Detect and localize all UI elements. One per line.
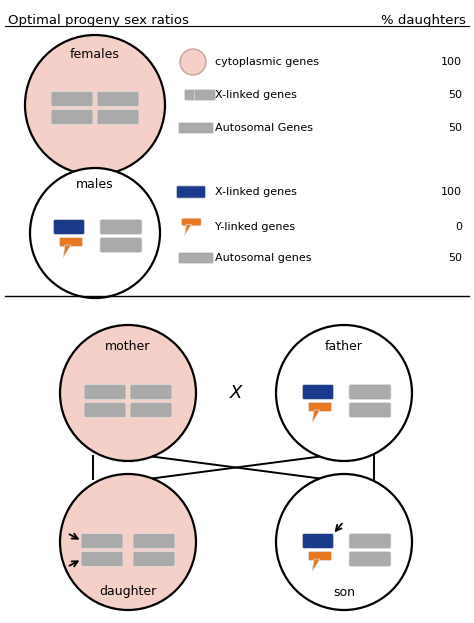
Text: 100: 100 <box>441 57 462 67</box>
PathPatch shape <box>312 559 320 572</box>
FancyBboxPatch shape <box>97 110 139 125</box>
Text: 50: 50 <box>448 253 462 263</box>
FancyBboxPatch shape <box>133 533 175 548</box>
Text: X: X <box>230 384 242 402</box>
FancyBboxPatch shape <box>194 90 216 100</box>
FancyBboxPatch shape <box>349 551 391 566</box>
Text: X-linked genes: X-linked genes <box>215 187 297 197</box>
Text: son: son <box>333 586 355 599</box>
FancyBboxPatch shape <box>51 110 93 125</box>
Text: % daughters: % daughters <box>381 14 466 27</box>
Text: mother: mother <box>105 341 151 353</box>
FancyBboxPatch shape <box>179 123 213 133</box>
FancyBboxPatch shape <box>54 219 85 234</box>
FancyBboxPatch shape <box>60 237 82 247</box>
FancyBboxPatch shape <box>179 252 213 264</box>
Text: 0: 0 <box>455 222 462 232</box>
FancyBboxPatch shape <box>349 533 391 548</box>
FancyBboxPatch shape <box>133 551 175 566</box>
FancyBboxPatch shape <box>184 90 205 100</box>
Text: father: father <box>325 341 363 353</box>
Text: females: females <box>70 49 120 62</box>
FancyBboxPatch shape <box>130 384 172 399</box>
FancyBboxPatch shape <box>182 218 201 226</box>
FancyBboxPatch shape <box>51 92 93 107</box>
FancyBboxPatch shape <box>81 533 123 548</box>
FancyBboxPatch shape <box>84 384 126 399</box>
Text: cytoplasmic genes: cytoplasmic genes <box>215 57 319 67</box>
Text: Y-linked genes: Y-linked genes <box>215 222 295 232</box>
Text: males: males <box>76 179 114 191</box>
Text: 100: 100 <box>441 187 462 197</box>
Circle shape <box>60 474 196 610</box>
Circle shape <box>25 35 165 175</box>
Circle shape <box>60 325 196 461</box>
FancyBboxPatch shape <box>130 402 172 417</box>
Text: daughter: daughter <box>100 586 156 599</box>
Text: 50: 50 <box>448 123 462 133</box>
PathPatch shape <box>184 224 191 235</box>
FancyBboxPatch shape <box>100 237 142 252</box>
Circle shape <box>180 49 206 75</box>
FancyBboxPatch shape <box>84 402 126 417</box>
FancyBboxPatch shape <box>100 219 142 234</box>
FancyBboxPatch shape <box>349 384 391 399</box>
Circle shape <box>276 325 412 461</box>
Circle shape <box>30 168 160 298</box>
FancyBboxPatch shape <box>302 533 334 548</box>
Text: 50: 50 <box>448 90 462 100</box>
Text: Autosomal genes: Autosomal genes <box>215 253 311 263</box>
Text: Optimal progeny sex ratios: Optimal progeny sex ratios <box>8 14 189 27</box>
Circle shape <box>276 474 412 610</box>
FancyBboxPatch shape <box>309 402 331 412</box>
FancyBboxPatch shape <box>176 186 206 198</box>
PathPatch shape <box>63 245 71 258</box>
FancyBboxPatch shape <box>309 551 331 561</box>
FancyBboxPatch shape <box>97 92 139 107</box>
PathPatch shape <box>312 410 320 423</box>
Text: X-linked genes: X-linked genes <box>215 90 297 100</box>
FancyBboxPatch shape <box>349 402 391 417</box>
FancyBboxPatch shape <box>81 551 123 566</box>
Text: Autosomal Genes: Autosomal Genes <box>215 123 313 133</box>
FancyBboxPatch shape <box>302 384 334 399</box>
